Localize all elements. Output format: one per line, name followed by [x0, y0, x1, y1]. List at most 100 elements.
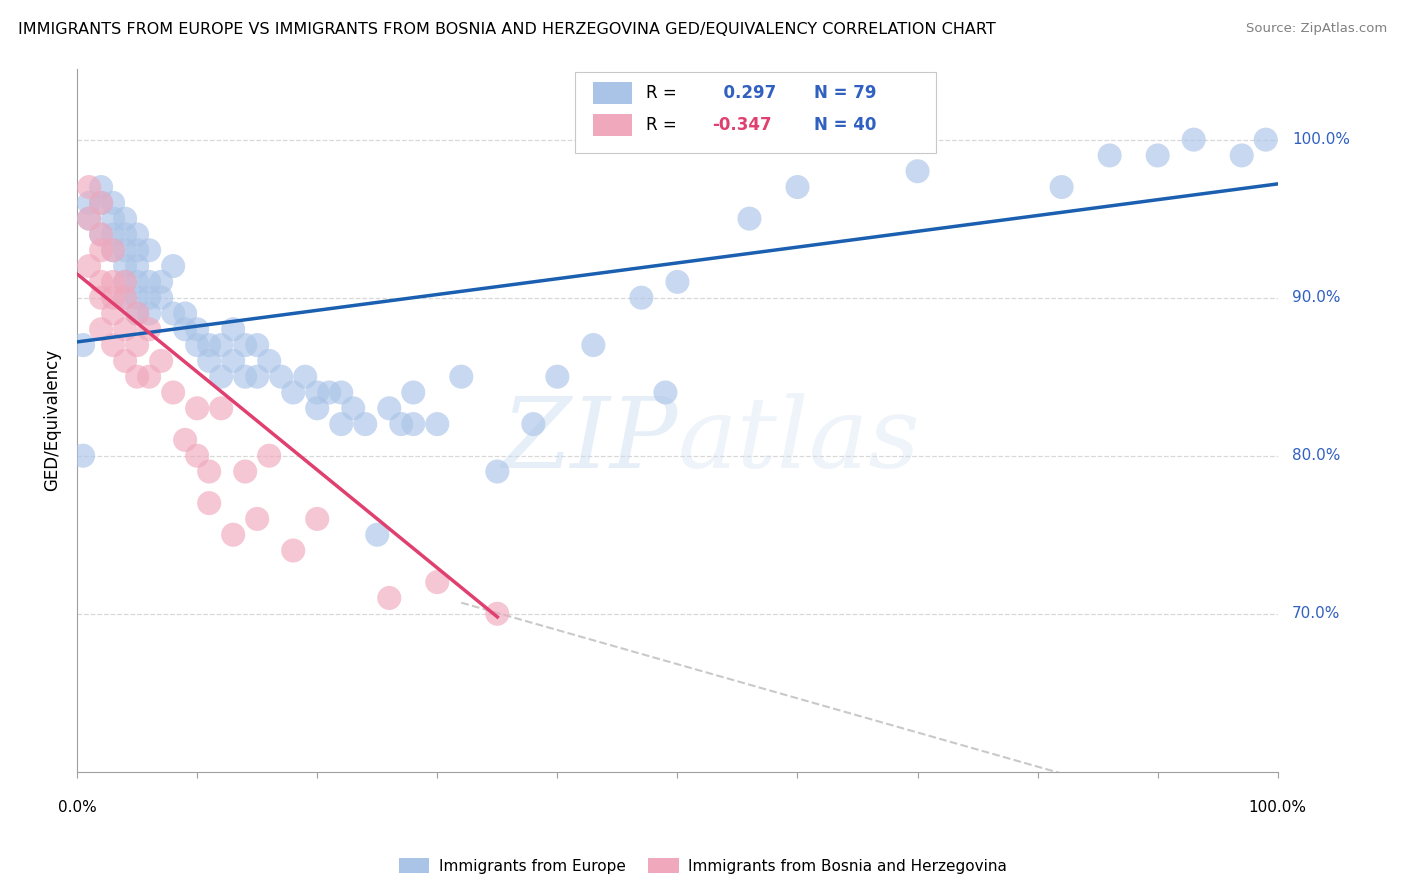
Point	[283, 385, 305, 400]
Text: R =: R =	[647, 116, 682, 134]
Point	[330, 417, 353, 431]
Point	[257, 354, 280, 368]
Point	[222, 322, 245, 336]
Text: ZIP: ZIP	[501, 393, 678, 489]
Point	[307, 512, 329, 526]
Y-axis label: GED/Equivalency: GED/Equivalency	[44, 349, 60, 491]
Point	[101, 275, 124, 289]
Point	[114, 322, 136, 336]
Point	[378, 401, 401, 416]
Point	[198, 496, 221, 510]
Point	[72, 449, 94, 463]
Point	[257, 449, 280, 463]
Text: 100.0%: 100.0%	[1292, 132, 1350, 147]
Point	[138, 306, 160, 320]
Point	[150, 291, 173, 305]
Point	[77, 180, 100, 194]
Point	[114, 259, 136, 273]
Point	[127, 227, 149, 242]
Point	[114, 275, 136, 289]
Point	[90, 180, 112, 194]
Point	[307, 385, 329, 400]
Point	[402, 417, 425, 431]
Point	[426, 417, 449, 431]
Point	[198, 354, 221, 368]
Point	[101, 291, 124, 305]
Point	[233, 369, 256, 384]
Point	[246, 338, 269, 352]
Text: 100.0%: 100.0%	[1249, 800, 1306, 815]
Text: N = 79: N = 79	[814, 84, 877, 103]
Point	[522, 417, 544, 431]
Point	[101, 244, 124, 258]
Point	[486, 607, 509, 621]
Point	[486, 465, 509, 479]
Point	[138, 275, 160, 289]
Point	[426, 575, 449, 590]
Point	[546, 369, 568, 384]
Point	[138, 291, 160, 305]
Point	[72, 338, 94, 352]
Point	[209, 338, 232, 352]
Point	[186, 322, 208, 336]
Text: 0.297: 0.297	[713, 84, 776, 103]
Point	[127, 291, 149, 305]
Point	[138, 322, 160, 336]
Point	[127, 244, 149, 258]
Point	[450, 369, 472, 384]
Text: 90.0%: 90.0%	[1292, 290, 1341, 305]
Point	[114, 211, 136, 226]
Point	[114, 227, 136, 242]
Point	[77, 211, 100, 226]
Point	[101, 306, 124, 320]
Text: atlas: atlas	[678, 393, 920, 489]
Point	[162, 385, 184, 400]
Point	[1146, 148, 1168, 162]
Point	[114, 291, 136, 305]
Point	[162, 306, 184, 320]
Point	[101, 338, 124, 352]
Point	[354, 417, 377, 431]
Point	[222, 527, 245, 541]
Point	[90, 291, 112, 305]
Point	[283, 543, 305, 558]
Text: 70.0%: 70.0%	[1292, 607, 1340, 621]
Point	[246, 369, 269, 384]
Legend: Immigrants from Europe, Immigrants from Bosnia and Herzegovina: Immigrants from Europe, Immigrants from …	[392, 852, 1014, 880]
Text: Source: ZipAtlas.com: Source: ZipAtlas.com	[1247, 22, 1388, 36]
Point	[582, 338, 605, 352]
Point	[77, 259, 100, 273]
Point	[127, 275, 149, 289]
Point	[402, 385, 425, 400]
Point	[127, 306, 149, 320]
Point	[270, 369, 292, 384]
Point	[198, 465, 221, 479]
Point	[366, 527, 388, 541]
Point	[654, 385, 676, 400]
Point	[1050, 180, 1073, 194]
Point	[174, 322, 197, 336]
Text: N = 40: N = 40	[814, 116, 877, 134]
Point	[90, 322, 112, 336]
Text: 80.0%: 80.0%	[1292, 448, 1340, 463]
Point	[127, 306, 149, 320]
Point	[1230, 148, 1253, 162]
Point	[294, 369, 316, 384]
Point	[389, 417, 412, 431]
FancyBboxPatch shape	[593, 82, 631, 104]
FancyBboxPatch shape	[575, 72, 935, 153]
Point	[246, 512, 269, 526]
Point	[77, 195, 100, 210]
Point	[174, 433, 197, 447]
Point	[90, 244, 112, 258]
Point	[209, 369, 232, 384]
Point	[101, 227, 124, 242]
Point	[101, 211, 124, 226]
Point	[1182, 133, 1205, 147]
Point	[222, 354, 245, 368]
Point	[138, 244, 160, 258]
Point	[307, 401, 329, 416]
Point	[114, 291, 136, 305]
Point	[150, 354, 173, 368]
Point	[162, 259, 184, 273]
